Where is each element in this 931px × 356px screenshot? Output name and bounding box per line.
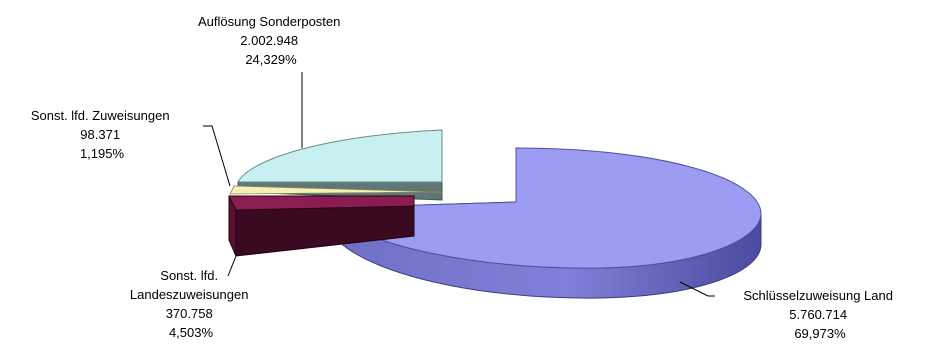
leader-landeszuweisungen xyxy=(227,255,237,277)
slice-top xyxy=(237,129,443,183)
leader-schluessel xyxy=(679,281,715,297)
slice-top xyxy=(229,185,443,195)
label-landeszuweisungen: Sonst. lfd. Landeszuweisungen 370.758 4,… xyxy=(130,268,252,340)
slice-top xyxy=(228,195,415,211)
label-sonst-zuweisungen: Sonst. lfd. Zuweisungen 98.371 1,195% xyxy=(31,108,173,161)
label-schluessel: Schlüsselzuweisung Land 5.760.714 69,973… xyxy=(743,288,896,341)
label-aufloesung: Auflösung Sonderposten 2.002.948 24,329% xyxy=(198,14,344,67)
slice-sonst-zuweisungen xyxy=(229,185,443,195)
leader-sonst-zuweisungen xyxy=(203,125,231,187)
slice-top xyxy=(327,147,762,269)
slice-landeszuweisungen xyxy=(228,195,415,257)
